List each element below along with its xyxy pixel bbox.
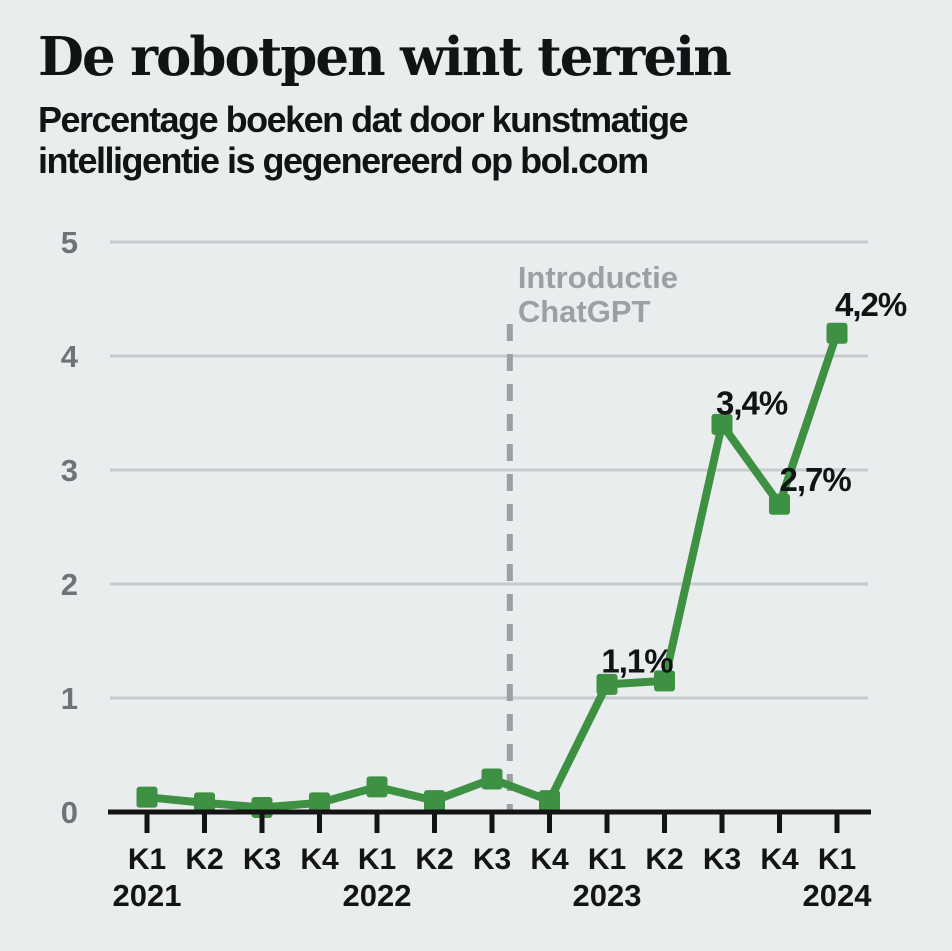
data-point-label: 3,4% xyxy=(716,384,788,421)
data-point-marker xyxy=(596,673,618,695)
y-tick-label: 3 xyxy=(61,453,78,488)
data-point-marker xyxy=(769,493,790,515)
page-subtitle: Percentage boeken dat door kunstmatige i… xyxy=(38,99,689,181)
data-point-marker xyxy=(654,670,675,692)
vline-label-line-1: Introductie xyxy=(518,260,678,295)
y-tick-label: 5 xyxy=(61,225,78,260)
x-tick-label: K4 xyxy=(760,843,799,876)
data-point-marker xyxy=(136,786,158,808)
subtitle-line-1: Percentage boeken dat door kunstmatige xyxy=(38,99,689,140)
data-point-label: 4,2% xyxy=(835,286,907,323)
data-point-marker xyxy=(366,776,388,798)
data-point-marker xyxy=(309,792,330,814)
data-point-marker xyxy=(826,322,848,344)
data-point-label: 1,1% xyxy=(601,642,673,679)
y-tick-label: 1 xyxy=(61,681,78,716)
x-tick-label: K1 xyxy=(818,843,856,876)
x-tick-label: K3 xyxy=(473,843,511,876)
data-point-marker xyxy=(194,792,215,814)
x-tick-label: K1 xyxy=(358,843,396,876)
x-tick-label: K2 xyxy=(185,843,223,876)
data-point-marker xyxy=(481,768,503,790)
x-tick-label: K1 xyxy=(588,843,626,876)
page-title: De robotpen wint terrein xyxy=(38,26,732,88)
y-tick-label: 2 xyxy=(61,567,78,602)
data-point-marker xyxy=(539,790,560,812)
x-tick-label: K2 xyxy=(415,843,453,876)
x-tick-label: K3 xyxy=(703,843,741,876)
year-label: 2021 xyxy=(113,878,182,913)
x-tick-label: K4 xyxy=(530,843,569,876)
year-label: 2022 xyxy=(343,878,412,913)
vline-label-line-2: ChatGPT xyxy=(518,294,651,329)
x-tick-label: K2 xyxy=(645,843,683,876)
x-tick-label: K3 xyxy=(243,843,281,876)
year-label: 2024 xyxy=(803,878,873,913)
y-tick-label: 0 xyxy=(61,795,78,830)
year-label: 2023 xyxy=(573,878,642,913)
data-point-marker xyxy=(424,790,445,812)
data-point-label: 2,7% xyxy=(780,461,852,498)
y-tick-label: 4 xyxy=(61,339,79,374)
data-point-marker xyxy=(711,413,733,435)
subtitle-line-2: intelligentie is gegenereerd op bol.com xyxy=(38,140,649,181)
x-tick-label: K1 xyxy=(128,843,166,876)
x-tick-label: K4 xyxy=(300,843,339,876)
